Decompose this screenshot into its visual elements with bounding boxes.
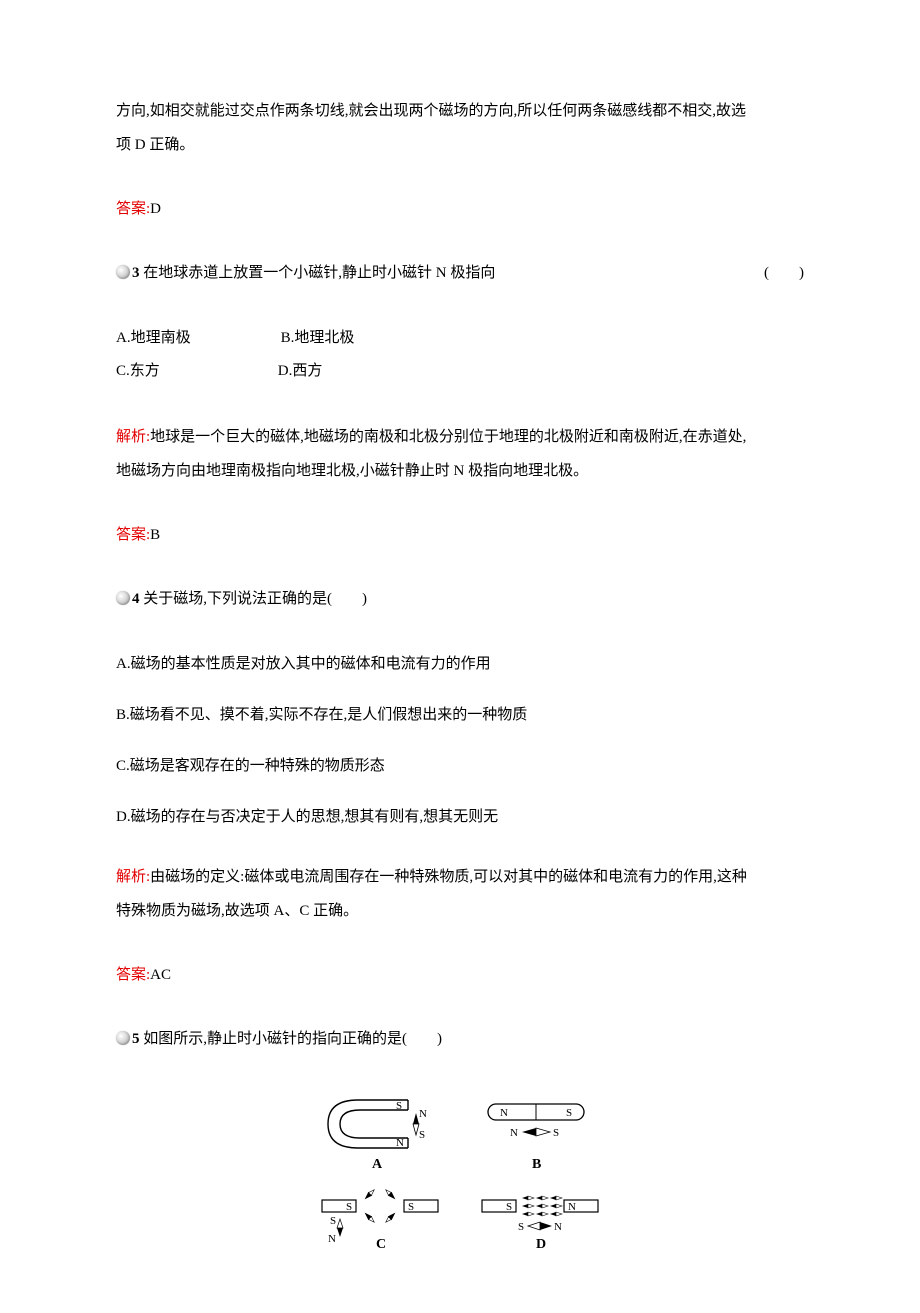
q4-option-b: B.磁场看不见、摸不着,实际不存在,是人们假想出来的一种物质 bbox=[116, 699, 804, 732]
panel-a-caption: A bbox=[372, 1157, 383, 1172]
q3-stem-left: 3 在地球赤道上放置一个小磁针,静止时小磁针 N 极指向 bbox=[116, 258, 756, 288]
q3-stem-row: 3 在地球赤道上放置一个小磁针,静止时小磁针 N 极指向 ( ) bbox=[116, 258, 804, 288]
q3-option-d: D.西方 bbox=[278, 355, 323, 388]
q3-option-a: A.地理南极 bbox=[116, 322, 191, 355]
q3-analysis-text1: 地球是一个巨大的磁体,地磁场的南极和北极分别位于地理的北极附近和南极附近,在赤道… bbox=[150, 429, 746, 445]
page-container: 方向,如相交就能过交点作两条切线,就会出现两个磁场的方向,所以任何两条磁感线都不… bbox=[0, 0, 920, 1313]
q3-answer-label: 答案: bbox=[116, 527, 150, 543]
panel-b-needle-n: N bbox=[510, 1127, 518, 1139]
q4-stem-block: 4 关于磁场,下列说法正确的是( ) bbox=[116, 584, 804, 614]
carryover-text2b: 正确。 bbox=[146, 137, 195, 153]
panel-b-left-pole: N bbox=[500, 1107, 508, 1119]
panel-d-left-face: S bbox=[506, 1201, 512, 1213]
q4-analysis-line2: 特殊物质为磁场,故选项 A、C 正确。 bbox=[116, 896, 804, 926]
q3-analysis-block: 解析:地球是一个巨大的磁体,地磁场的南极和北极分别位于地理的北极附近和南极附近,… bbox=[116, 422, 804, 486]
q3-answer-line: 答案:B bbox=[116, 520, 804, 550]
panel-b-needle-s: S bbox=[553, 1127, 559, 1139]
answer2-block: 答案:D bbox=[116, 194, 804, 224]
panel-c-needle-n: N bbox=[328, 1233, 336, 1245]
bullet-icon bbox=[116, 265, 130, 279]
panel-c-left-face: S bbox=[346, 1201, 352, 1213]
q4-answer-block: 答案:AC bbox=[116, 960, 804, 990]
q4-option-d: D.磁场的存在与否决定于人的思想,想其有则有,想其无则无 bbox=[116, 801, 804, 834]
q3-analysis-text2: 地磁场方向由地理南极指向地理北极,小磁针静止时 N 极指向地理北极。 bbox=[116, 463, 588, 479]
panel-b-right-pole: S bbox=[566, 1107, 572, 1119]
carryover-line2: 项 D 正确。 bbox=[116, 130, 804, 160]
panel-a-lower-pole: N bbox=[396, 1137, 404, 1149]
q5-stem-block: 5 如图所示,静止时小磁针的指向正确的是( ) bbox=[116, 1024, 804, 1054]
q4-analysis-text2: 特殊物质为磁场,故选项 A、C 正确。 bbox=[116, 903, 358, 919]
bullet-icon bbox=[116, 1031, 130, 1045]
carryover-block: 方向,如相交就能过交点作两条切线,就会出现两个磁场的方向,所以任何两条磁感线都不… bbox=[116, 96, 804, 160]
q3-answer-block: 答案:B bbox=[116, 520, 804, 550]
q4-answer-label: 答案: bbox=[116, 967, 150, 983]
q5-number: 5 bbox=[132, 1031, 140, 1047]
panel-a-needle-n: N bbox=[419, 1108, 427, 1120]
panel-d: S N bbox=[482, 1196, 598, 1252]
q3-stem-text: 在地球赤道上放置一个小磁针,静止时小磁针 N 极指向 bbox=[140, 265, 496, 281]
q3-number: 3 bbox=[132, 265, 140, 281]
q3-analysis-line1: 解析:地球是一个巨大的磁体,地磁场的南极和北极分别位于地理的北极附近和南极附近,… bbox=[116, 422, 804, 452]
q4-answer-line: 答案:AC bbox=[116, 960, 804, 990]
q3-stem-block: 3 在地球赤道上放置一个小磁针,静止时小磁针 N 极指向 ( ) bbox=[116, 258, 804, 288]
panel-c-needle-s: S bbox=[330, 1215, 336, 1227]
panel-d-caption: D bbox=[536, 1237, 546, 1252]
q4-analysis-label: 解析: bbox=[116, 869, 150, 885]
panel-c: S S S bbox=[322, 1188, 438, 1252]
panel-a: S N N S A bbox=[328, 1100, 427, 1172]
carryover-text2a: 项 bbox=[116, 137, 135, 153]
q4-number: 4 bbox=[132, 591, 140, 607]
q3-paren: ( ) bbox=[756, 258, 804, 288]
q4-answer-value: AC bbox=[150, 967, 171, 983]
q5-stem-text: 如图所示,静止时小磁针的指向正确的是( ) bbox=[140, 1031, 443, 1047]
q4-options-block: A.磁场的基本性质是对放入其中的磁体和电流有力的作用 B.磁场看不见、摸不着,实… bbox=[116, 648, 804, 834]
carryover-line1: 方向,如相交就能过交点作两条切线,就会出现两个磁场的方向,所以任何两条磁感线都不… bbox=[116, 96, 804, 126]
q3-options-row1: A.地理南极 B.地理北极 bbox=[116, 322, 804, 355]
panel-a-needle-s: S bbox=[419, 1129, 425, 1141]
q3-analysis-line2: 地磁场方向由地理南极指向地理北极,小磁针静止时 N 极指向地理北极。 bbox=[116, 456, 804, 486]
panel-a-upper-pole: S bbox=[396, 1100, 402, 1112]
q5-stem-line: 5 如图所示,静止时小磁针的指向正确的是( ) bbox=[116, 1024, 804, 1054]
q3-options-block: A.地理南极 B.地理北极 C.东方 D.西方 bbox=[116, 322, 804, 388]
q4-analysis-text1: 由磁场的定义:磁体或电流周围存在一种特殊物质,可以对其中的磁体和电流有力的作用,… bbox=[150, 869, 747, 885]
q5-figure: S N N S A N S bbox=[116, 1088, 804, 1273]
panel-b-caption: B bbox=[532, 1157, 541, 1172]
answer2-value: D bbox=[150, 201, 161, 217]
carryover-text1: 方向,如相交就能过交点作两条切线,就会出现两个磁场的方向,所以任何两条磁感线都不… bbox=[116, 103, 746, 119]
bullet-icon bbox=[116, 591, 130, 605]
panel-c-right-face: S bbox=[408, 1201, 414, 1213]
panel-d-needle-s: S bbox=[518, 1221, 524, 1233]
q4-analysis-block: 解析:由磁场的定义:磁体或电流周围存在一种特殊物质,可以对其中的磁体和电流有力的… bbox=[116, 862, 804, 926]
q3-answer-value: B bbox=[150, 527, 160, 543]
panel-d-right-face: N bbox=[568, 1201, 576, 1213]
answer2-line: 答案:D bbox=[116, 194, 804, 224]
q3-options-row2: C.东方 D.西方 bbox=[116, 355, 804, 388]
q5-diagram-svg: S N N S A N S bbox=[310, 1088, 610, 1268]
q4-stem-text: 关于磁场,下列说法正确的是( ) bbox=[140, 591, 368, 607]
q3-analysis-label: 解析: bbox=[116, 429, 150, 445]
q4-stem-line: 4 关于磁场,下列说法正确的是( ) bbox=[116, 584, 804, 614]
answer2-label: 答案: bbox=[116, 201, 150, 217]
q3-option-b: B.地理北极 bbox=[281, 322, 355, 355]
panel-d-needle-n: N bbox=[554, 1221, 562, 1233]
q4-analysis-line1: 解析:由磁场的定义:磁体或电流周围存在一种特殊物质,可以对其中的磁体和电流有力的… bbox=[116, 862, 804, 892]
carryover-letter: D bbox=[135, 137, 146, 153]
q4-option-a: A.磁场的基本性质是对放入其中的磁体和电流有力的作用 bbox=[116, 648, 804, 681]
panel-c-caption: C bbox=[376, 1237, 386, 1252]
q3-option-c: C.东方 bbox=[116, 355, 160, 388]
panel-b: N S N S B bbox=[488, 1104, 584, 1172]
q4-option-c: C.磁场是客观存在的一种特殊的物质形态 bbox=[116, 750, 804, 783]
